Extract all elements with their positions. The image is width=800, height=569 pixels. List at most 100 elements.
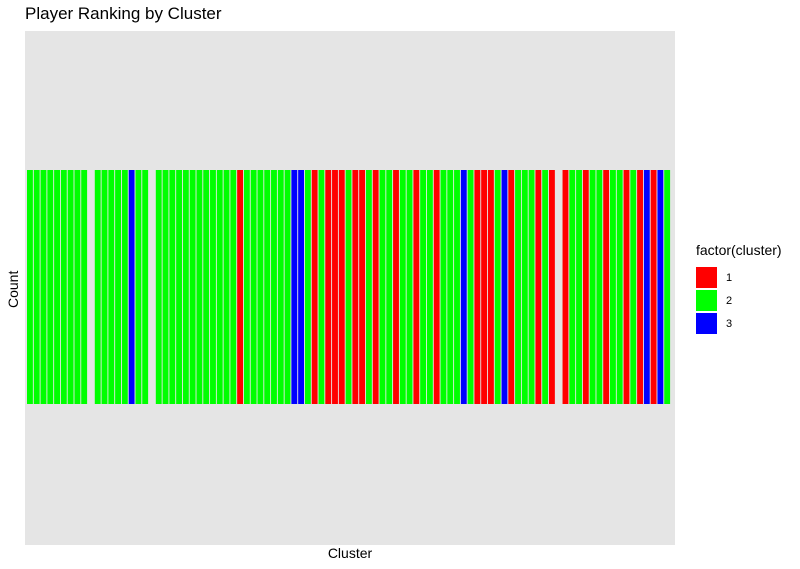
legend-label-2: 2 [726, 294, 733, 307]
bar-cluster-1 [481, 170, 488, 404]
bar-cluster-2 [528, 170, 535, 404]
bar-cluster-1 [237, 170, 244, 404]
bar-cluster-2 [521, 170, 528, 404]
bar-cluster-2 [47, 170, 54, 404]
bar-cluster-2 [447, 170, 454, 404]
bar-cluster-2 [94, 170, 101, 404]
bar-cluster-2 [440, 170, 447, 404]
legend-item-2: 2 [696, 289, 782, 312]
bar-cluster-2 [494, 170, 501, 404]
bar-cluster-2 [67, 170, 74, 404]
bar-cluster-2 [386, 170, 393, 404]
bar-cluster-1 [650, 170, 657, 404]
bar-cluster-2 [630, 170, 637, 404]
bar-cluster-2 [176, 170, 183, 404]
bar-cluster-2 [277, 170, 284, 404]
bar-cluster-1 [623, 170, 630, 404]
legend-key-1 [696, 267, 717, 288]
bar-cluster-2 [406, 170, 413, 404]
bar-cluster-3 [460, 170, 467, 404]
bar-cluster-2 [74, 170, 81, 404]
bar-cluster-2 [264, 170, 271, 404]
bar-cluster-3 [291, 170, 298, 404]
bar-cluster-2 [257, 170, 264, 404]
bar-cluster-2 [420, 170, 427, 404]
bar-cluster-2 [284, 170, 291, 404]
bar-cluster-2 [616, 170, 623, 404]
bar-cluster-2 [223, 170, 230, 404]
bar-cluster-1 [359, 170, 366, 404]
bar-cluster-2 [542, 170, 549, 404]
legend-label-3: 3 [726, 317, 733, 330]
x-axis-label: Cluster [0, 545, 700, 561]
bar-cluster-2 [33, 170, 40, 404]
bar-cluster-2 [596, 170, 603, 404]
bar-cluster-2 [169, 170, 176, 404]
bar-cluster-1 [548, 170, 555, 404]
bar-cluster-2 [569, 170, 576, 404]
bar-cluster-2 [365, 170, 372, 404]
bar-cluster-1 [637, 170, 643, 404]
x-axis-label-text: Cluster [327, 545, 373, 561]
bar-cluster-2 [318, 170, 325, 404]
bar-cluster-2 [576, 170, 582, 404]
bar-cluster-1 [325, 170, 332, 404]
y-axis-label: Count [5, 270, 21, 308]
chart-title: Player Ranking by Cluster [25, 4, 222, 23]
legend-title: factor(cluster) [696, 242, 782, 258]
bar-cluster-1 [338, 170, 345, 404]
chart-panel [25, 31, 675, 545]
bar-cluster-1 [535, 170, 542, 404]
legend: factor(cluster) 1 2 3 [696, 242, 782, 335]
legend-item-1: 1 [696, 266, 782, 289]
bar-cluster-1 [352, 170, 359, 404]
bar-cluster-2 [589, 170, 596, 404]
legend-key-3 [696, 313, 717, 334]
bar-cluster-2 [454, 170, 460, 404]
bar-cluster-1 [474, 170, 481, 404]
bar-cluster-2 [250, 170, 257, 404]
bar-group [27, 170, 671, 404]
bar-cluster-2 [121, 170, 128, 404]
bar-cluster-2 [135, 170, 142, 404]
bar-cluster-3 [128, 170, 135, 404]
bar-cluster-2 [426, 170, 433, 404]
bar-cluster-3 [501, 170, 508, 404]
bar-cluster-1 [508, 170, 515, 404]
bar-cluster-1 [562, 170, 569, 404]
legend-item-3: 3 [696, 312, 782, 335]
bar-cluster-3 [643, 170, 650, 404]
bar-cluster-2 [60, 170, 67, 404]
bar-cluster-2 [304, 170, 311, 404]
bar-cluster-1 [332, 170, 338, 404]
bar-cluster-2 [182, 170, 189, 404]
bar-cluster-2 [54, 170, 60, 404]
bar-cluster-1 [372, 170, 379, 404]
bar-cluster-2 [101, 170, 108, 404]
bar-cluster-2 [399, 170, 406, 404]
bar-cluster-1 [433, 170, 440, 404]
bar-cluster-2 [196, 170, 203, 404]
bar-cluster-2 [467, 170, 474, 404]
bar-cluster-2 [210, 170, 216, 404]
bar-cluster-2 [162, 170, 169, 404]
bar-cluster-1 [603, 170, 610, 404]
bar-cluster-2 [216, 170, 223, 404]
bar-cluster-1 [413, 170, 420, 404]
bar-cluster-2 [515, 170, 521, 404]
bar-cluster-2 [271, 170, 277, 404]
bar-cluster-2 [142, 170, 149, 404]
bar-cluster-2 [203, 170, 210, 404]
legend-key-2 [696, 290, 717, 311]
legend-label-1: 1 [726, 271, 733, 284]
bar-cluster-1 [487, 170, 494, 404]
bar-cluster-2 [664, 170, 671, 404]
bar-cluster-2 [108, 170, 115, 404]
bar-cluster-2 [81, 170, 88, 404]
bar-cluster-2 [609, 170, 616, 404]
bar-cluster-2 [189, 170, 196, 404]
bar-cluster-3 [298, 170, 305, 404]
bar-cluster-1 [393, 170, 399, 404]
bar-cluster-2 [345, 170, 352, 404]
bar-cluster-2 [243, 170, 250, 404]
